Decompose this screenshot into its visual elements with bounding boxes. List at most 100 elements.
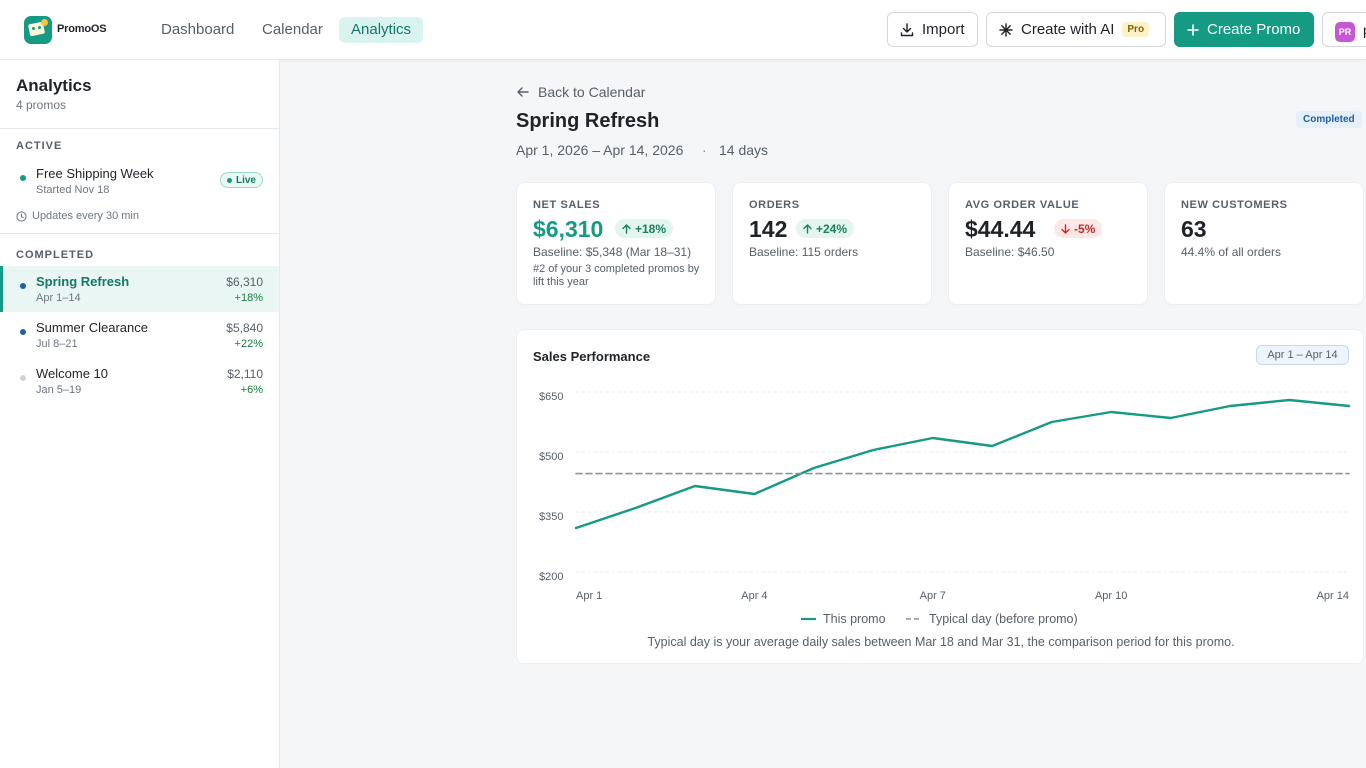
brand-name[interactable]: PromoOS: [57, 23, 107, 35]
legend-label-promo: This promo: [823, 612, 886, 626]
sidebar-item-date: Started Nov 18: [36, 184, 110, 196]
card-baseline: 44.4% of all orders: [1181, 245, 1282, 259]
sparkle-icon: [999, 22, 1013, 37]
status-badge: Completed: [1296, 111, 1362, 128]
create-promo-button[interactable]: Create Promo: [1174, 12, 1314, 47]
y-tick-label: $200: [539, 571, 563, 583]
card-value: $6,310: [533, 216, 604, 242]
divider: [0, 233, 279, 234]
sidebar-item-summer-clearance[interactable]: Summer Clearance Jul 8–21 $5,840 +22%: [0, 312, 279, 358]
import-button[interactable]: Import: [887, 12, 978, 47]
divider: [0, 128, 279, 129]
card-label: ORDERS: [749, 199, 800, 211]
live-badge: Live: [219, 172, 263, 188]
sidebar-item-date: Jan 5–19: [36, 384, 82, 396]
sidebar-item-lift: +22%: [234, 338, 263, 350]
net-sales-card: NET SALES $6,310 +18% Baseline: $5,348 (…: [516, 182, 716, 305]
chart-title: Sales Performance: [533, 349, 651, 364]
arrow-left-icon: [516, 85, 530, 99]
promo-date-range: Apr 1, 2026 – Apr 14, 2026: [516, 142, 684, 158]
x-tick-label: Apr 1: [576, 590, 602, 602]
new-customers-card: NEW CUSTOMERS 63 44.4% of all orders: [1164, 182, 1364, 305]
sidebar-item-spring-refresh[interactable]: Spring Refresh Apr 1–14 $6,310 +18%: [0, 266, 279, 312]
live-dot-icon: [226, 177, 232, 183]
x-tick-label: Apr 14: [1317, 590, 1349, 602]
avatar: PR: [1335, 22, 1355, 42]
user-menu-button[interactable]: PR p: [1322, 12, 1366, 47]
delta-badge: -5%: [1054, 219, 1103, 238]
x-tick-label: Apr 10: [1095, 590, 1127, 602]
import-label: Import: [922, 21, 965, 38]
sales-performance-card: Sales Performance Apr 1 – Apr 14 $200 $35…: [516, 329, 1364, 664]
card-baseline: Baseline: 115 orders: [749, 245, 859, 259]
promo-duration: 14 days: [719, 142, 769, 158]
tab-calendar[interactable]: Calendar: [262, 21, 323, 38]
plus-icon: [1187, 23, 1199, 36]
card-value: 142: [749, 216, 788, 242]
sidebar-item-date: Apr 1–14: [36, 292, 81, 304]
sales-chart: $200 $350 $500 $650 Apr 1 Apr 4 Apr 7 Apr 10 Apr…: [539, 391, 1351, 626]
chart-range-badge[interactable]: Apr 1 – Apr 14: [1256, 345, 1349, 365]
arrow-down-icon: [1061, 223, 1070, 234]
status-dot: [20, 329, 26, 335]
y-tick-label: $500: [539, 451, 563, 463]
arrow-up-icon: [803, 223, 812, 234]
updates-note-text: Updates every 30 min: [32, 210, 139, 222]
back-to-calendar-link[interactable]: Back to Calendar: [516, 84, 645, 100]
download-icon: [900, 22, 914, 37]
card-value: $44.44: [965, 216, 1036, 242]
section-completed: COMPLETED: [16, 249, 95, 261]
card-rank-note: #2 of your 3 completed promos by lift th…: [533, 263, 700, 288]
card-label: NEW CUSTOMERS: [1181, 199, 1288, 211]
create-with-ai-button[interactable]: Create with AI Pro: [986, 12, 1166, 47]
sidebar-item-value: $2,110: [227, 367, 263, 381]
separator: ·: [702, 142, 707, 158]
card-value: 63: [1181, 216, 1207, 242]
x-tick-label: Apr 7: [920, 590, 946, 602]
card-label: NET SALES: [533, 199, 601, 211]
back-to-calendar-label: Back to Calendar: [538, 84, 646, 100]
sidebar-item-label: Spring Refresh: [36, 274, 130, 289]
x-tick-label: Apr 4: [741, 590, 767, 602]
card-label: AVG ORDER VALUE: [965, 199, 1080, 211]
status-dot: [20, 175, 26, 181]
create-promo-label: Create Promo: [1207, 21, 1301, 38]
legend-label-baseline: Typical day (before promo): [929, 612, 1078, 626]
status-dot: [20, 283, 26, 289]
top-bar: PromoOS Dashboard Calendar Analytics Imp…: [0, 0, 1366, 60]
avg-order-value-card: AVG ORDER VALUE $44.44 -5% Baseline: $46…: [948, 182, 1148, 305]
delta-value: -5%: [1074, 221, 1096, 236]
delta-badge: +18%: [615, 219, 674, 238]
sidebar-item-date: Jul 8–21: [36, 338, 78, 350]
tab-analytics[interactable]: Analytics: [339, 17, 424, 43]
y-tick-label: $350: [539, 511, 563, 523]
y-tick-label: $650: [539, 391, 563, 403]
chart-footnote: Typical day is your average daily sales …: [647, 635, 1235, 649]
delta-value: +18%: [635, 221, 667, 236]
clock-icon: [16, 210, 27, 222]
sidebar-item-label: Free Shipping Week: [36, 166, 154, 181]
user-name: p: [1363, 22, 1366, 38]
sidebar-item-label: Summer Clearance: [36, 320, 148, 335]
sidebar-item-lift: +18%: [234, 292, 263, 304]
live-label: Live: [235, 174, 256, 186]
sidebar-item-value: $5,840: [226, 321, 263, 335]
delta-badge: +24%: [796, 219, 855, 238]
tab-dashboard[interactable]: Dashboard: [161, 21, 235, 38]
arrow-up-icon: [622, 223, 631, 234]
sidebar-item-welcome-10[interactable]: Welcome 10 Jan 5–19 $2,110 +6%: [0, 358, 279, 404]
delta-value: +24%: [816, 221, 848, 236]
sidebar-title: Analytics: [16, 76, 92, 95]
sidebar-item-free-shipping-week[interactable]: Free Shipping Week Started Nov 18 Live: [0, 158, 279, 204]
card-baseline: Baseline: $5,348 (Mar 18–31): [533, 245, 692, 259]
orders-card: ORDERS 142 +24% Baseline: 115 orders: [732, 182, 932, 305]
create-with-ai-label: Create with AI: [1021, 21, 1115, 38]
page-title: Spring Refresh: [516, 110, 660, 132]
sidebar: Analytics 4 promos ACTIVE Free Shipping …: [0, 60, 280, 768]
status-dot: [20, 375, 26, 381]
promo-series-line: [574, 398, 1351, 530]
promo-logo-icon[interactable]: [24, 16, 52, 44]
sidebar-item-label: Welcome 10: [36, 366, 109, 381]
updates-note: Updates every 30 min: [16, 210, 139, 222]
sidebar-item-value: $6,310: [226, 275, 263, 289]
